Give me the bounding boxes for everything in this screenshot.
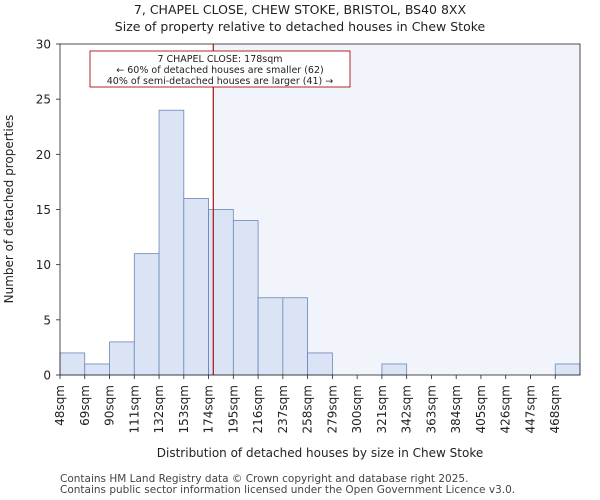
bar-258sqm xyxy=(307,352,333,376)
y-tick-label: 15 xyxy=(36,203,51,217)
x-tick-label: 279sqm xyxy=(325,385,339,433)
bar-111sqm xyxy=(133,253,160,376)
bar-468sqm xyxy=(554,363,581,376)
x-tick-label: 111sqm xyxy=(127,385,141,433)
x-tick-label: 69sqm xyxy=(78,385,92,426)
y-tick-label: 5 xyxy=(43,313,51,327)
x-tick-label: 258sqm xyxy=(301,385,315,433)
bar-321sqm xyxy=(381,363,408,376)
x-tick-label: 447sqm xyxy=(523,385,537,433)
x-tick-label: 216sqm xyxy=(251,385,265,433)
x-tick-label: 195sqm xyxy=(226,385,240,433)
y-axis-ticks: 0 5 10 15 20 25 30 xyxy=(36,38,60,383)
bar-69sqm xyxy=(84,363,110,376)
x-axis-label: Distribution of detached houses by size … xyxy=(157,446,483,460)
y-tick-label: 30 xyxy=(36,38,51,52)
bar-90sqm xyxy=(109,341,135,376)
y-tick-label: 10 xyxy=(36,258,51,272)
x-tick-label: 153sqm xyxy=(177,385,191,433)
x-tick-label: 48sqm xyxy=(53,385,67,426)
x-tick-label: 90sqm xyxy=(103,385,117,426)
x-tick-label: 132sqm xyxy=(152,385,166,433)
y-tick-label: 0 xyxy=(43,369,51,383)
x-tick-label: 426sqm xyxy=(499,385,513,433)
y-tick-label: 20 xyxy=(36,148,51,162)
bar-237sqm xyxy=(282,297,309,376)
x-axis-ticks: 48sqm 69sqm 90sqm 111sqm 132sqm 153sqm 174sqm 1… xyxy=(53,375,562,433)
bar-group xyxy=(59,109,581,376)
x-tick-label: 342sqm xyxy=(400,385,414,433)
bar-216sqm xyxy=(257,297,284,376)
bar-195sqm xyxy=(232,220,259,376)
x-tick-label: 174sqm xyxy=(202,385,216,433)
bar-132sqm xyxy=(158,109,185,376)
x-tick-label: 384sqm xyxy=(449,385,463,433)
footer-line-2: Contains public sector information licen… xyxy=(60,484,516,496)
annotation-frame xyxy=(89,50,351,88)
annotation-line-1: 7 CHAPEL CLOSE: 178sqm xyxy=(157,54,282,65)
x-tick-label: 405sqm xyxy=(474,385,488,433)
bar-153sqm xyxy=(183,198,209,376)
annotation-line-2: ← 60% of detached houses are smaller (62… xyxy=(116,65,323,76)
y-tick-label: 25 xyxy=(36,93,51,107)
x-tick-label: 363sqm xyxy=(424,385,438,433)
x-tick-label: 300sqm xyxy=(350,385,364,433)
bar-48sqm xyxy=(59,352,86,376)
x-tick-label: 321sqm xyxy=(375,385,389,433)
y-axis-label: Number of detached properties xyxy=(2,115,16,304)
x-tick-label: 237sqm xyxy=(276,385,290,433)
chart-title: 7, CHAPEL CLOSE, CHEW STOKE, BRISTOL, BS… xyxy=(134,2,467,17)
bar-174sqm xyxy=(208,209,234,376)
footer-line-1: Contains HM Land Registry data © Crown c… xyxy=(60,473,469,485)
annotation-box: 7 CHAPEL CLOSE: 178sqm ← 60% of detached… xyxy=(89,50,351,88)
x-tick-label: 468sqm xyxy=(548,385,562,433)
chart-subtitle: Size of property relative to detached ho… xyxy=(115,19,486,34)
annotation-line-3: 40% of semi-detached houses are larger (… xyxy=(107,76,334,87)
